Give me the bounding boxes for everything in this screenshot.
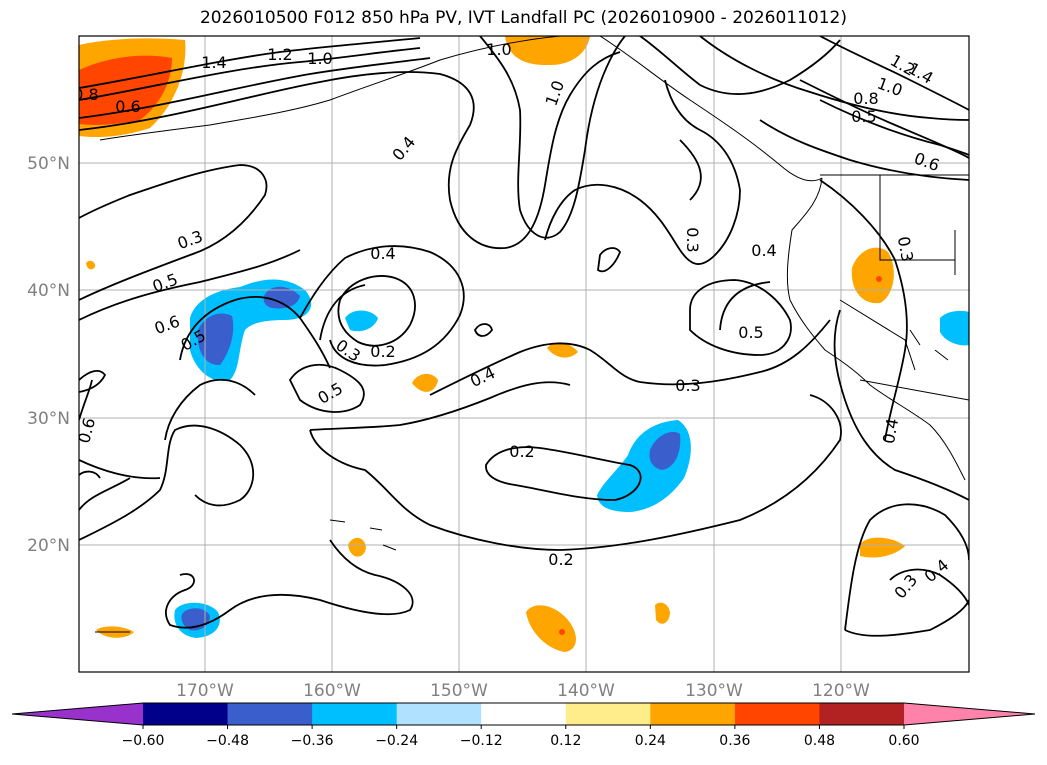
colorbar-cell bbox=[481, 703, 567, 725]
colorbar-tick-label: 0.36 bbox=[719, 733, 750, 749]
contour-label: 0.3 bbox=[675, 376, 700, 395]
colorbar-cells bbox=[143, 703, 905, 725]
colorbar-ticks: −0.60 −0.48 −0.36 −0.24 −0.12 0.12 0.24 0.36 0.4… bbox=[122, 725, 920, 749]
contour-label: 0.3 bbox=[683, 227, 702, 252]
lon-label-150w: 150°W bbox=[430, 681, 488, 701]
map-area: 1.4 1.2 1.0 0.8 0.6 1.0 1.0 1.4 1.2 1.0 … bbox=[73, 36, 969, 672]
shade-neg-west-dark2 bbox=[263, 286, 300, 309]
contour-label: 0.8 bbox=[73, 85, 98, 104]
contour-label: 1.0 bbox=[486, 40, 511, 59]
colorbar-tick-label: −0.36 bbox=[291, 733, 334, 749]
contour-label: 0.3 bbox=[894, 235, 917, 263]
colorbar-extend-max bbox=[904, 703, 1035, 725]
contour-label: 0.5 bbox=[851, 107, 876, 126]
colorbar-tick-label: 0.48 bbox=[804, 733, 835, 749]
lon-label-120w: 120°W bbox=[812, 681, 870, 701]
colorbar-cell bbox=[819, 703, 905, 725]
shade-neg-center-dark bbox=[649, 431, 681, 470]
shade-neg-small bbox=[345, 310, 378, 332]
shade-south-2 bbox=[655, 602, 670, 624]
contour-label: 0.6 bbox=[115, 97, 140, 116]
longitude-labels: 170°W 160°W 150°W 140°W 130°W 120°W bbox=[176, 681, 870, 701]
colorbar-extend-min bbox=[12, 703, 143, 725]
colorbar: −0.60 −0.48 −0.36 −0.24 −0.12 0.12 0.24 0.36 0.4… bbox=[11, 702, 1036, 749]
contour-label: 0.4 bbox=[751, 241, 776, 260]
contour-label: 0.5 bbox=[738, 323, 763, 342]
colorbar-tick-label: −0.48 bbox=[206, 733, 249, 749]
shade-west-coast bbox=[851, 247, 894, 304]
colorbar-tick-label: −0.60 bbox=[122, 733, 165, 749]
contour-label: 0.8 bbox=[853, 89, 878, 108]
lat-label-30n: 30°N bbox=[27, 409, 70, 429]
latitude-labels: 50°N 40°N 30°N 20°N bbox=[27, 154, 70, 556]
colorbar-tick-label: 0.12 bbox=[550, 733, 581, 749]
lon-label-130w: 130°W bbox=[685, 681, 743, 701]
shade-neg-west-dark1 bbox=[197, 313, 234, 366]
colorbar-tick-label: −0.24 bbox=[375, 733, 418, 749]
colorbar-tick-label: −0.12 bbox=[460, 733, 503, 749]
lat-label-50n: 50°N bbox=[27, 154, 70, 174]
coastlines bbox=[95, 36, 969, 633]
shade-neg-east bbox=[940, 310, 969, 346]
contour-label: 0.4 bbox=[879, 417, 902, 445]
colorbar-tick-label: 0.60 bbox=[888, 733, 919, 749]
graticule bbox=[79, 36, 969, 672]
lon-label-140w: 140°W bbox=[557, 681, 615, 701]
colorbar-cell bbox=[143, 703, 229, 725]
negative-shading bbox=[174, 279, 969, 638]
map-title: 2026010500 F012 850 hPa PV, IVT Landfall… bbox=[199, 8, 847, 28]
shade-small-1 bbox=[547, 342, 578, 358]
map-frame bbox=[78, 35, 970, 673]
colorbar-cell bbox=[396, 703, 482, 725]
colorbar-cell bbox=[734, 703, 820, 725]
colorbar-cell bbox=[565, 703, 651, 725]
contour-label: 0.4 bbox=[370, 244, 395, 263]
shade-small-3 bbox=[348, 537, 366, 557]
pv-contours bbox=[79, 36, 969, 637]
contour-label: 1.4 bbox=[201, 53, 226, 72]
shade-south-1 bbox=[526, 605, 576, 652]
contour-label: 1.0 bbox=[307, 49, 332, 68]
lon-label-160w: 160°W bbox=[303, 681, 361, 701]
colorbar-tick-label: 0.24 bbox=[635, 733, 666, 749]
contour-label: 0.2 bbox=[548, 550, 573, 569]
contour-label: 0.6 bbox=[74, 416, 99, 446]
shade-top-center bbox=[505, 36, 590, 66]
contour-label: 0.2 bbox=[509, 442, 534, 461]
lon-label-170w: 170°W bbox=[176, 681, 234, 701]
lat-label-20n: 20°N bbox=[27, 536, 70, 556]
colorbar-cell bbox=[227, 703, 313, 725]
lat-label-40n: 40°N bbox=[27, 281, 70, 301]
colorbar-cell bbox=[650, 703, 736, 725]
contour-label: 0.2 bbox=[370, 342, 395, 361]
contour-label: 1.2 bbox=[267, 45, 292, 64]
colorbar-cell bbox=[312, 703, 398, 725]
shade-small-4 bbox=[86, 260, 96, 270]
shade-small-2 bbox=[412, 373, 438, 392]
shade-southeast bbox=[860, 537, 905, 558]
